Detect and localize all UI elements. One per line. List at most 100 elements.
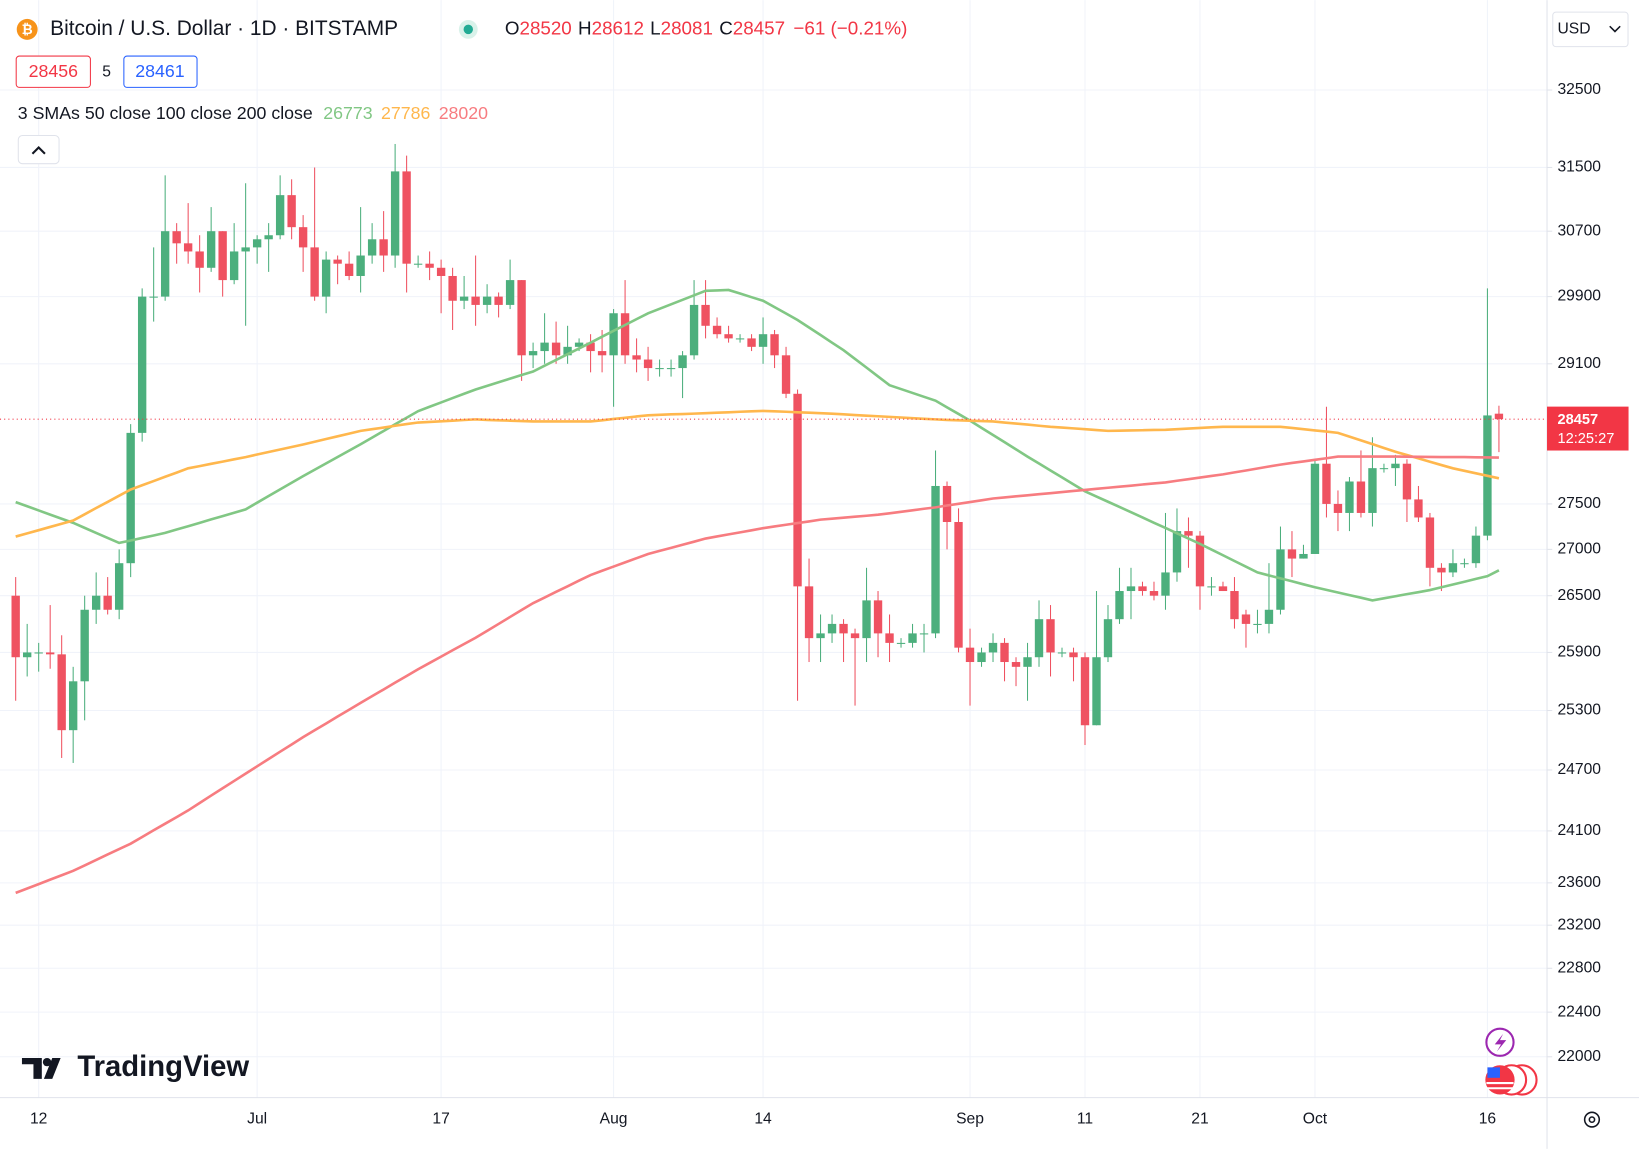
candle-body (1023, 657, 1032, 667)
logo[interactable]: TradingView (77, 1051, 249, 1083)
candle-body (367, 239, 377, 256)
candle-body (1425, 517, 1435, 568)
candle-body (436, 267, 446, 276)
candle-body (80, 609, 89, 682)
x-tick-label: 21 (1191, 1111, 1208, 1128)
ask-price: 28461 (135, 61, 184, 81)
candle-body (977, 652, 986, 663)
candle-body (1471, 535, 1481, 564)
candle-body (1437, 567, 1446, 573)
candle-body (954, 522, 963, 648)
y-tick-label: 29900 (1557, 288, 1601, 305)
sma-value: 26773 (323, 103, 372, 123)
currency-caret (1609, 25, 1621, 33)
ohlc-label: H (578, 17, 592, 38)
candle-body (45, 652, 55, 655)
candle-body (264, 235, 273, 240)
candle-body (1000, 642, 1009, 663)
candle-body (459, 296, 469, 301)
candle-body (781, 355, 791, 394)
candle-body (1069, 652, 1078, 658)
candle-body (1092, 657, 1101, 726)
candle-body (333, 259, 342, 264)
candle-body (356, 255, 365, 276)
candle-body (597, 351, 607, 356)
sma-line (15, 455, 1499, 895)
candle-body (11, 595, 20, 658)
candle-body (1161, 572, 1170, 596)
y-tick-label: 25300 (1557, 702, 1601, 719)
y-tick-label: 29100 (1557, 355, 1601, 372)
candle-body (528, 351, 538, 356)
candle-body (1184, 531, 1193, 536)
sma-value: 27786 (381, 103, 430, 123)
candle-body (1494, 413, 1504, 420)
candle-body (402, 171, 411, 264)
ohlc-values: O28520 H28612 L28081 C28457 −61 (−0.21%) (505, 17, 907, 38)
candle-body (896, 642, 906, 644)
sell-button[interactable] (15, 55, 91, 88)
candle-body (563, 346, 572, 356)
candle-body (770, 334, 779, 356)
candle-body (425, 263, 434, 268)
symbol-title[interactable]: Bitcoin / U.S. Dollar · 1D · BITSTAMP (50, 17, 398, 40)
candle-body (862, 600, 871, 639)
settings-icon[interactable] (1583, 1111, 1601, 1128)
candle-body (747, 338, 756, 347)
last-price-badge (1547, 406, 1629, 451)
candle-body (1034, 619, 1044, 658)
indicator-legend[interactable]: 3 SMAs 50 close 100 close 200 close 26773… (18, 103, 488, 123)
candle-body (919, 633, 929, 635)
candle-body (241, 247, 250, 252)
high-value: 28612 (592, 17, 644, 38)
x-tick-label: 11 (1077, 1111, 1093, 1128)
ohlc-label: C (719, 17, 733, 38)
candle-body (551, 342, 561, 356)
candle-body (390, 171, 400, 256)
candle-body (816, 633, 825, 639)
candle-body (218, 231, 227, 281)
candle-body (609, 313, 618, 356)
candle-body (137, 296, 147, 433)
y-tick-label: 25900 (1557, 644, 1601, 661)
candle-body (471, 296, 480, 305)
x-tick-label: Oct (1303, 1111, 1328, 1128)
candle-body (1379, 468, 1389, 470)
y-tick-label: 24700 (1557, 761, 1601, 778)
y-tick-label: 23600 (1557, 874, 1601, 891)
candle-body (1195, 535, 1205, 587)
market-status-dot (463, 24, 473, 35)
y-tick-label: 22400 (1557, 1003, 1601, 1020)
candle-body (1460, 563, 1469, 565)
symbol-icon[interactable] (16, 18, 38, 40)
candle-body (126, 432, 135, 564)
candle-body (321, 259, 331, 297)
ohlc-label: L (650, 17, 660, 38)
candle-body (1046, 619, 1055, 653)
candle-body (885, 633, 894, 643)
candle-body (942, 485, 952, 523)
candle-body (1333, 503, 1343, 513)
candle-body (206, 231, 216, 268)
collapse-button[interactable] (17, 134, 60, 165)
logo-icon-dot (42, 1057, 52, 1067)
indicator-label: 3 SMAs 50 close 100 close 200 close (18, 103, 313, 123)
candle-body (344, 263, 354, 276)
candle-body (229, 251, 239, 281)
low-value: 28081 (661, 17, 713, 38)
candle-body (1253, 623, 1262, 625)
y-tick-label: 22000 (1557, 1048, 1601, 1065)
candle-body (1126, 586, 1136, 592)
y-tick-label: 24100 (1557, 822, 1601, 839)
y-tick-label: 27500 (1557, 495, 1601, 512)
sma-line (15, 288, 1500, 602)
buy-button[interactable] (123, 55, 198, 88)
candle-body (482, 296, 492, 305)
candle-body (22, 652, 32, 658)
y-tick-label: 27000 (1557, 541, 1601, 558)
currency-button[interactable] (1552, 11, 1629, 48)
candle-body (643, 359, 653, 369)
x-tick-label: 17 (432, 1111, 449, 1128)
